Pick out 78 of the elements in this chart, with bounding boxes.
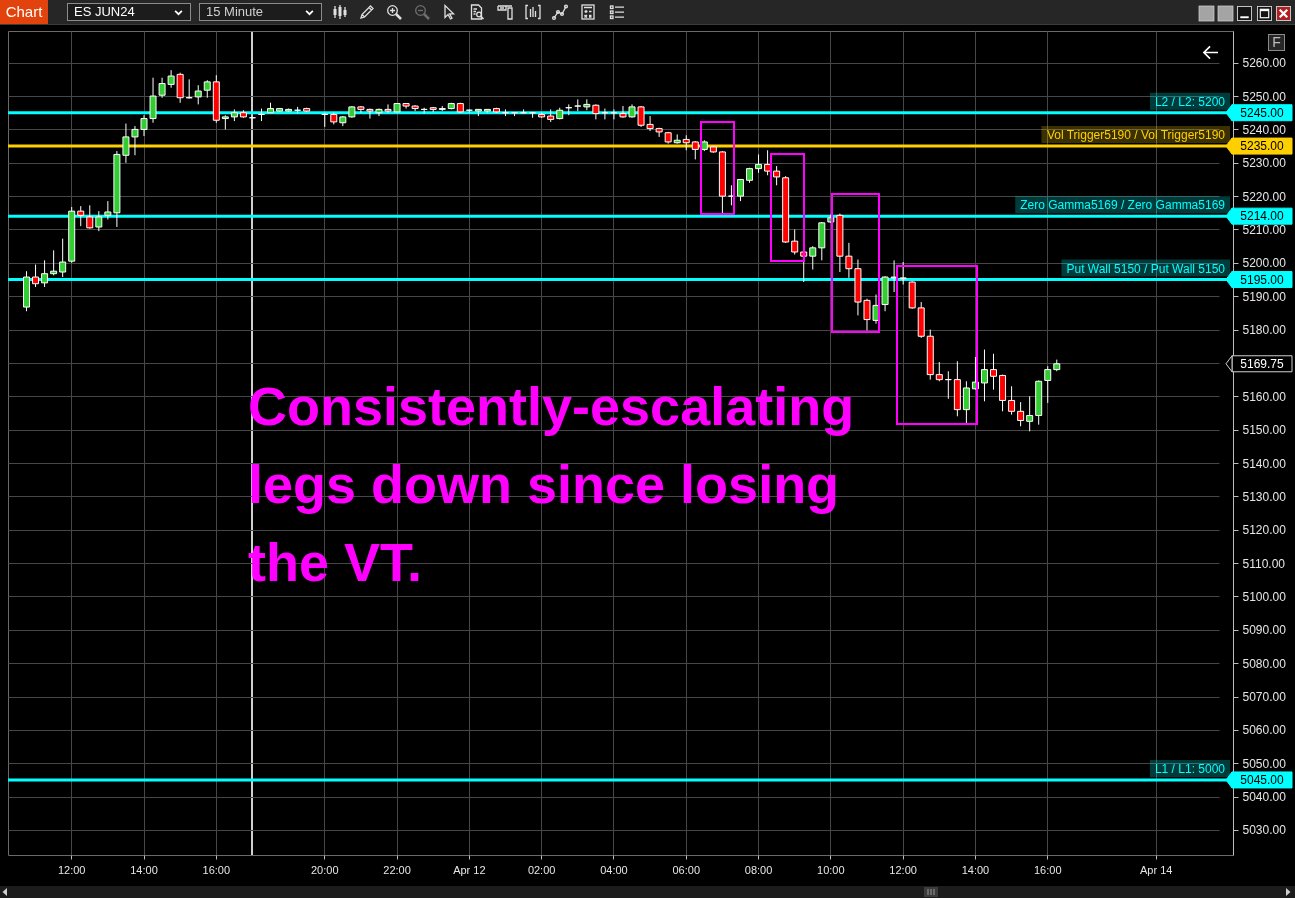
candlestick [1017, 401, 1025, 427]
x-tick-label: 02:00 [527, 863, 556, 876]
candlestick [41, 259, 49, 288]
y-tick-label: 5080.00 [1242, 656, 1287, 671]
x-tick-label: 22:00 [383, 863, 411, 876]
y-tick-label: 5190.00 [1242, 289, 1287, 304]
candlestick [59, 238, 67, 278]
y-tick-label: 5120.00 [1242, 523, 1287, 538]
y-tick-label: 5240.00 [1242, 122, 1287, 137]
y-tick-label: 5130.00 [1242, 489, 1287, 504]
x-tick-label: 14:00 [130, 863, 158, 876]
y-tick-label: 5060.00 [1242, 723, 1287, 738]
candlestick [899, 261, 907, 286]
text: 5235.00 [1240, 139, 1285, 154]
text: 5214.00 [1240, 209, 1285, 224]
y-tick-label: 5070.00 [1242, 690, 1287, 705]
y-tick-label: 5230.00 [1242, 156, 1287, 171]
x-tick-label: 20:00 [310, 863, 339, 876]
x-tick-label: Apr 12 [453, 863, 486, 876]
dropdown: ES JUN24 [67, 3, 191, 21]
annotation: Put Wall 5150 / Put Wall 5150 [1066, 261, 1226, 276]
dropdown: 15 Minute [199, 3, 322, 21]
y-tick-label: 5220.00 [1242, 189, 1287, 204]
x-tick-label: 06:00 [672, 863, 701, 876]
x-tick-label: 04:00 [600, 863, 628, 876]
y-tick-label: 5030.00 [1242, 823, 1287, 838]
text: 5045.00 [1240, 772, 1285, 787]
toggle-button: F [1268, 34, 1285, 51]
x-tick-label: 10:00 [817, 863, 845, 876]
candlestick [773, 165, 781, 186]
x-tick-label: 16:00 [1033, 863, 1062, 876]
y-tick-label: 5150.00 [1242, 423, 1287, 438]
candlestick [935, 361, 943, 382]
x-tick-label: Apr 14 [1139, 863, 1173, 876]
candlestick [95, 210, 103, 232]
candlestick [86, 204, 94, 230]
x-tick-label: 12:00 [57, 863, 86, 876]
y-tick-label: 5110.00 [1242, 556, 1286, 571]
y-tick-label: 5210.00 [1242, 222, 1287, 237]
annotation: Vol Trigger5190 / Vol Trigger5190 [1046, 128, 1226, 143]
chart-title: ES JUN24 [74, 4, 135, 19]
candlestick [962, 380, 970, 424]
y-tick-label: 5140.00 [1242, 456, 1287, 471]
y-tick-label: 5180.00 [1242, 323, 1287, 338]
y-tick-label: 5090.00 [1242, 623, 1287, 638]
candlestick [176, 72, 184, 104]
y-tick-label: 5100.00 [1242, 589, 1287, 604]
x-tick-label: 14:00 [961, 863, 990, 876]
x-tick-label: 16:00 [202, 863, 231, 876]
x-tick-label: 08:00 [744, 863, 773, 876]
candlestick [77, 205, 85, 227]
candlestick [791, 228, 799, 256]
candlestick [1026, 395, 1034, 432]
y-tick-label: 5050.00 [1242, 756, 1287, 771]
chart-subtitle: 15 Minute [206, 4, 264, 19]
y-tick-label: 5250.00 [1242, 89, 1287, 104]
x-tick-label: 12:00 [889, 863, 917, 876]
text: 5169.75 [1240, 356, 1285, 371]
y-tick-label: 5260.00 [1242, 56, 1287, 71]
candlestick [1008, 385, 1016, 416]
text: 5245.00 [1240, 105, 1285, 120]
annotation: Zero Gamma5169 / Zero Gamma5169 [1020, 198, 1226, 213]
candlestick [32, 264, 40, 288]
candlestick [990, 353, 998, 391]
tab: Chart [0, 0, 48, 24]
annotation: L1 / L1: 5000 [1154, 761, 1226, 776]
candlestick [755, 153, 763, 174]
candlestick [691, 140, 699, 160]
annotation: L2 / L2: 5200 [1154, 94, 1226, 109]
y-tick-label: 5200.00 [1242, 256, 1287, 271]
text: 5195.00 [1240, 272, 1285, 287]
candlestick [736, 178, 744, 202]
candlestick [980, 349, 988, 402]
y-tick-label: 5160.00 [1242, 389, 1287, 404]
y-tick-label: 5040.00 [1242, 790, 1287, 805]
candlestick [194, 84, 202, 105]
candlestick [809, 245, 817, 271]
candlestick [1044, 365, 1052, 404]
